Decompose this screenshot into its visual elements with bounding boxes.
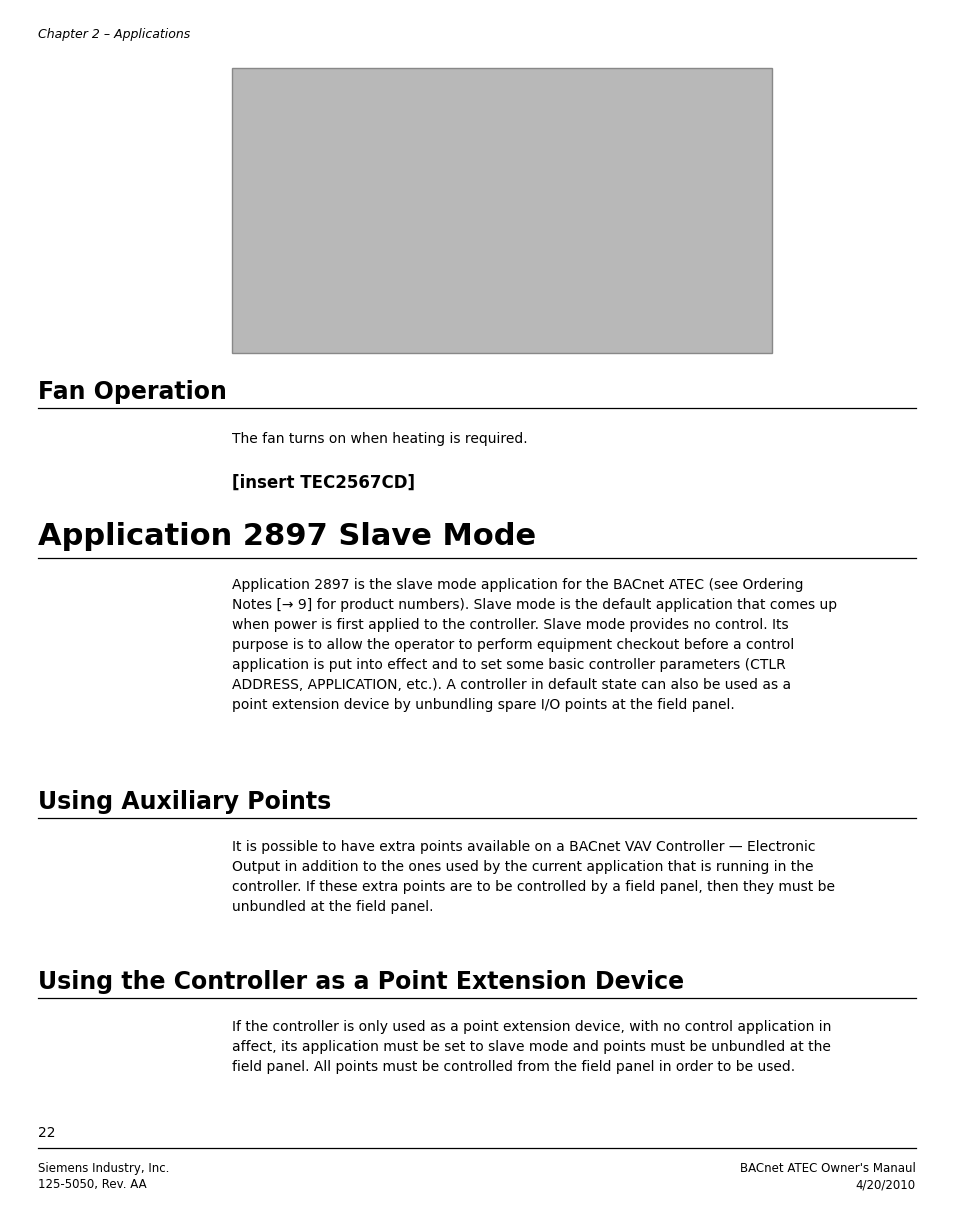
- Text: [insert TEC2567CD]: [insert TEC2567CD]: [232, 474, 415, 492]
- Text: Using Auxiliary Points: Using Auxiliary Points: [38, 790, 331, 814]
- Text: BACnet ATEC Owner's Manaul: BACnet ATEC Owner's Manaul: [740, 1162, 915, 1175]
- Text: Siemens Industry, Inc.: Siemens Industry, Inc.: [38, 1162, 170, 1175]
- Text: 125-5050, Rev. AA: 125-5050, Rev. AA: [38, 1178, 147, 1191]
- Text: 22: 22: [38, 1126, 55, 1140]
- Text: Fan Operation: Fan Operation: [38, 379, 227, 404]
- Text: Application 2897 is the slave mode application for the BACnet ATEC (see Ordering: Application 2897 is the slave mode appli…: [232, 578, 836, 712]
- Bar: [232, 68, 771, 354]
- Text: The fan turns on when heating is required.: The fan turns on when heating is require…: [232, 432, 527, 446]
- Text: Chapter 2 – Applications: Chapter 2 – Applications: [38, 28, 190, 41]
- Text: Application 2897 Slave Mode: Application 2897 Slave Mode: [38, 522, 536, 551]
- Text: Using the Controller as a Point Extension Device: Using the Controller as a Point Extensio…: [38, 970, 683, 994]
- Text: It is possible to have extra points available on a BACnet VAV Controller — Elect: It is possible to have extra points avai…: [232, 840, 834, 914]
- Text: 4/20/2010: 4/20/2010: [855, 1178, 915, 1191]
- Text: If the controller is only used as a point extension device, with no control appl: If the controller is only used as a poin…: [232, 1020, 830, 1074]
